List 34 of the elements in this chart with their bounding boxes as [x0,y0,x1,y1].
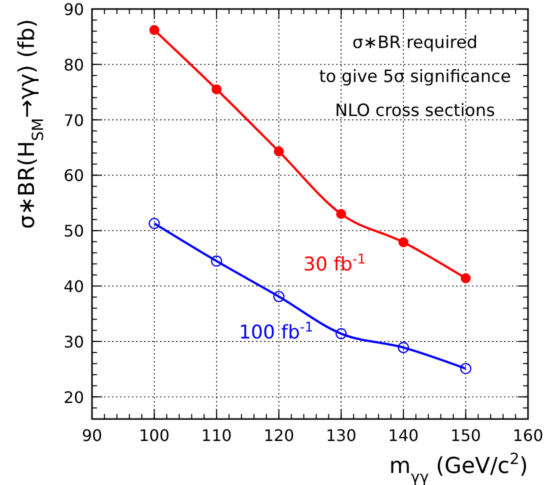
point [273,290,284,302]
point [336,328,347,340]
point [148,218,160,230]
point [398,237,408,248]
y-tick-label: 70 [64,110,84,130]
y-tick-label: 20 [64,388,84,407]
annotation: σ∗BR required [352,33,478,53]
point [398,342,410,354]
y-tick-label: 40 [64,277,84,296]
x-tick-label: 110 [201,426,232,445]
point [336,209,346,219]
y-tick-label: 50 [64,222,84,241]
x-tick-label: 90 [82,426,102,445]
series-label: 100 fb$^{-1}$ [238,320,314,344]
y-tick-label: 60 [64,166,84,186]
x-tick-label: 130 [326,426,356,445]
x-tick-label: 120 [264,426,294,445]
point [460,362,472,374]
x-tick-label: 150 [450,426,481,445]
point [149,25,160,36]
y-tick-label: 90 [64,0,84,19]
point [274,146,284,156]
series-label: 30 fb$^{-1}$ [303,252,366,276]
x-tick-label: 160 [512,426,544,445]
annotation: NLO cross sections [335,101,496,121]
point [212,84,222,94]
x-axis-title: m$_{γγ}$ (GeV/c$^{2}$) [389,450,528,485]
y-tick-label: 30 [64,332,84,352]
annotation: to give 5σ significance [319,67,511,87]
y-tick-label: 80 [64,55,84,74]
x-tick-label: 100 [139,426,170,445]
point [460,273,471,284]
point [210,255,222,267]
x-tick-label: 140 [388,426,419,445]
